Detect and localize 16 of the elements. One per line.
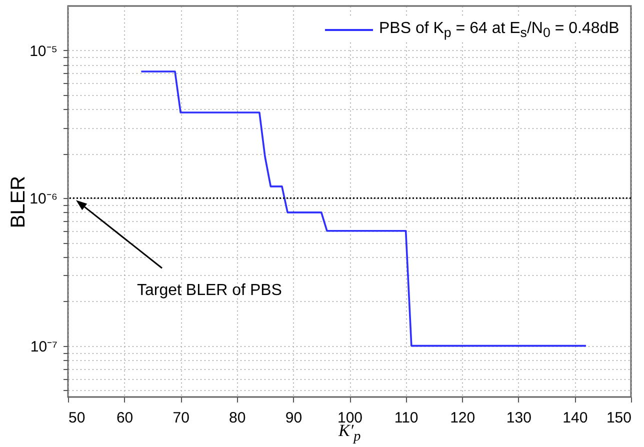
- x-tick-label: 50: [68, 410, 86, 426]
- x-tick-label: 140: [562, 410, 588, 426]
- annotation: Target BLER of PBS: [137, 282, 282, 300]
- y-tick-label: 10⁻⁵: [30, 42, 58, 60]
- legend-label: PBS of K$_{p}$ = 64 at E$_{s}$/N$_{0}$ = 0.48dB: [379, 20, 620, 40]
- x-tick-label: 70: [172, 410, 190, 426]
- x-tick-label: 120: [450, 410, 476, 426]
- x-tick-label: 80: [229, 410, 246, 426]
- y-tick-label: 10⁻⁶: [30, 190, 58, 208]
- x-tick-label: 150: [606, 410, 632, 426]
- y-tick-label: 10⁻⁷: [30, 338, 58, 356]
- y-axis-title: BLER: [8, 176, 30, 228]
- x-tick-label: 110: [394, 410, 418, 426]
- x-tick-label: 60: [116, 410, 134, 426]
- x-tick-label: 90: [285, 410, 302, 426]
- x-tick-label: 130: [506, 410, 532, 426]
